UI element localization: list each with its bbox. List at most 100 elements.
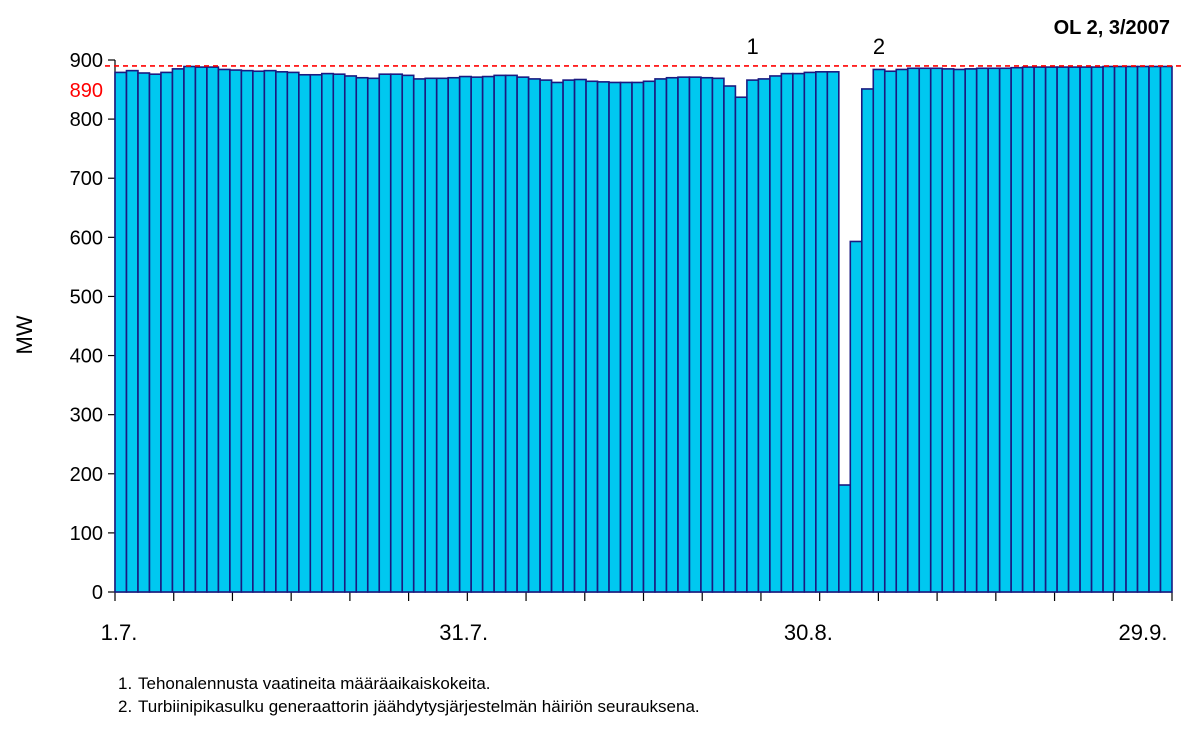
bar [654, 78, 668, 593]
bar [964, 68, 978, 593]
y-tick-label: 500 [70, 286, 103, 308]
bar [780, 72, 794, 593]
bar [929, 67, 944, 593]
bar [723, 85, 737, 593]
x-axis: 1.7. 31.7. 30.8. 29.9. [101, 591, 1173, 645]
bar [527, 78, 541, 593]
bar [1021, 66, 1035, 593]
bar [998, 67, 1012, 593]
x-tick-label: 30.8. [784, 620, 833, 645]
bar [987, 67, 1001, 593]
bar [539, 79, 553, 593]
bar [952, 68, 967, 593]
x-tick-label: 29.9. [1119, 620, 1168, 645]
bar [872, 68, 886, 593]
footnote-2: 2. Turbiinipikasulku generaattorin jäähd… [118, 695, 700, 718]
bar [125, 69, 139, 593]
bar [792, 72, 806, 593]
y-tick-label: 300 [70, 405, 103, 427]
footnote-text: Turbiinipikasulku generaattorin jäähdyty… [138, 697, 700, 716]
bar [412, 78, 427, 593]
bar [1067, 66, 1081, 593]
bar [275, 71, 289, 593]
bar [320, 72, 335, 593]
bar [1079, 66, 1093, 593]
bar [642, 80, 656, 593]
y-tick-label: 900 [70, 50, 103, 72]
bar [573, 78, 587, 593]
bar [757, 78, 771, 593]
y-axis-label: MW [12, 315, 37, 354]
bar [711, 77, 725, 593]
y-tick-label: 200 [70, 464, 103, 486]
bar [665, 76, 679, 593]
bar [183, 65, 197, 593]
bar [550, 81, 564, 593]
reference-line-group: 890 [70, 65, 1182, 102]
bar [309, 73, 323, 593]
bar [918, 67, 932, 593]
bar [895, 68, 909, 593]
bar [286, 71, 300, 593]
bar [849, 240, 863, 593]
footnote-text: Tehonalennusta vaatineita määräaikaiskok… [138, 674, 491, 693]
footnote-number: 1. [118, 674, 133, 693]
bar [585, 80, 599, 593]
bar [906, 67, 921, 593]
bar [1125, 65, 1139, 593]
bar [688, 76, 702, 593]
bar [700, 76, 714, 593]
bar [148, 73, 162, 593]
bar [332, 73, 346, 593]
bar [171, 68, 185, 593]
bar [343, 75, 358, 593]
bar [562, 79, 576, 593]
x-tick-label: 1.7. [101, 620, 138, 645]
bar [378, 73, 392, 593]
bar [1113, 65, 1127, 593]
bar [194, 66, 208, 593]
bar [252, 70, 266, 593]
bar [1090, 66, 1104, 593]
bar [481, 75, 495, 593]
bar [160, 71, 174, 593]
bar [298, 73, 312, 593]
bar [389, 73, 404, 593]
bar [137, 72, 151, 593]
bar [734, 96, 748, 593]
production-chart: 0 100 200 300 400 500 600 700 800 900 1.7. 31.7. 30… [12, 17, 1182, 645]
bar [815, 71, 829, 593]
bar [493, 74, 507, 593]
bar [504, 74, 518, 593]
bar [263, 69, 277, 593]
bar [1010, 66, 1024, 593]
bar [769, 75, 783, 593]
bar [677, 76, 691, 593]
bar [1033, 66, 1047, 593]
reference-line-label: 890 [70, 80, 103, 102]
bar [240, 69, 254, 593]
bar [746, 79, 760, 593]
bar [1159, 65, 1173, 593]
annotation-label: 1 [747, 34, 759, 59]
bar [470, 76, 484, 593]
bar [435, 77, 449, 593]
bar [355, 76, 369, 593]
footnote-number: 2. [118, 697, 133, 716]
bar [206, 66, 220, 593]
bar [826, 71, 840, 593]
footnote-1: 1. Tehonalennusta vaatineita määräaikais… [118, 672, 700, 695]
bar [803, 71, 817, 593]
bar [401, 74, 415, 593]
bar [516, 76, 530, 593]
bar [631, 81, 645, 593]
bar [596, 81, 610, 593]
bar [458, 75, 472, 593]
bar [366, 77, 381, 593]
y-tick-label: 100 [70, 523, 103, 545]
bar [883, 70, 898, 593]
bar [424, 77, 438, 593]
bar [1136, 65, 1150, 593]
footnotes: 1. Tehonalennusta vaatineita määräaikais… [118, 672, 700, 718]
bar [1102, 65, 1116, 593]
